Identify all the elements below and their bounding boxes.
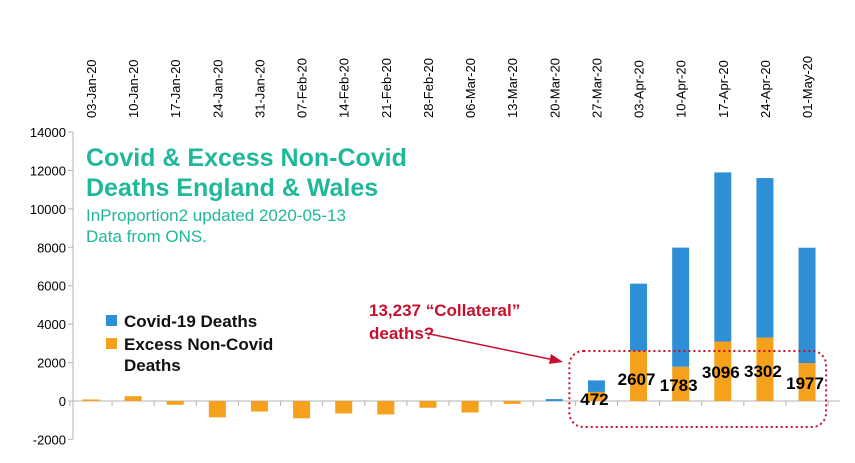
legend-item-excess: Excess Non-Covid Deaths (106, 334, 314, 376)
x-tick-label: 31-Jan-20 (252, 59, 267, 118)
x-tick-label: 06-Mar-20 (463, 58, 478, 118)
x-tick-label: 24-Jan-20 (210, 59, 225, 118)
x-tick-label: 13-Mar-20 (505, 58, 520, 118)
annotation-arrowhead (549, 354, 563, 364)
annotation-arrow-line (424, 332, 555, 361)
bar-excess (587, 391, 605, 401)
bar-covid (545, 399, 563, 401)
bar-covid (672, 247, 690, 367)
bar-excess (756, 337, 774, 401)
x-tick-label: 10-Jan-20 (126, 59, 141, 118)
data-label: 1783 (660, 376, 698, 395)
bars (82, 172, 816, 419)
x-tick-label: 21-Feb-20 (379, 58, 394, 118)
data-label: 3096 (702, 363, 740, 382)
y-tick-label: 8000 (37, 240, 66, 255)
bar-excess (82, 399, 100, 401)
bar-excess (377, 401, 395, 415)
y-tick-label: 0 (59, 394, 66, 409)
bar-excess (124, 396, 142, 401)
x-tick-label: 17-Apr-20 (716, 60, 731, 118)
legend-swatch-covid (106, 315, 117, 326)
chart-subtitle: InProportion2 updated 2020-05-13 Data fr… (86, 206, 346, 246)
y-tick-label: 12000 (30, 163, 66, 178)
legend-item-covid: Covid-19 Deaths (106, 311, 314, 332)
x-tick-label: 27-Mar-20 (589, 58, 604, 118)
bar-covid (798, 247, 816, 364)
bar-excess (798, 363, 816, 401)
y-tick-label: 6000 (37, 279, 66, 294)
bar-excess (672, 366, 690, 401)
bar-excess (208, 401, 226, 418)
data-label: 3302 (744, 362, 782, 381)
bar-covid (714, 172, 732, 342)
annotation-text: 13,237 “Collateral” deaths? (369, 301, 521, 343)
bar-excess (166, 401, 184, 405)
y-tick-labels: -2000 0 2000 4000 6000 8000 10000 12000 14000 (30, 125, 66, 447)
bar-excess (503, 401, 521, 404)
bar-excess (250, 401, 268, 412)
data-label: 1977 (786, 374, 824, 393)
bar-excess (335, 401, 353, 414)
data-label: 2607 (618, 370, 656, 389)
bar-excess (714, 341, 732, 401)
y-tick-label: 4000 (37, 317, 66, 332)
x-tick-label: 03-Apr-20 (632, 60, 647, 118)
bar-covid (756, 178, 774, 338)
bar-excess (461, 401, 479, 413)
bar-excess (630, 350, 648, 401)
y-tick-label: -2000 (33, 432, 66, 447)
annotation-shapes (424, 332, 828, 428)
x-tick-label: 10-Apr-20 (674, 60, 689, 118)
legend-swatch-excess (106, 338, 117, 349)
y-tick-label: 10000 (30, 202, 66, 217)
x-tick-labels: 03-Jan-20 10-Jan-20 17-Jan-20 24-Jan-20 31-J… (84, 56, 815, 118)
legend: Covid-19 Deaths Excess Non-Covid Deaths (106, 311, 314, 378)
bar-excess (293, 401, 311, 419)
x-tick-label: 17-Jan-20 (168, 59, 183, 118)
bar-covid (630, 283, 648, 351)
bar-excess (419, 401, 437, 408)
legend-label-excess: Excess Non-Covid Deaths (124, 335, 274, 375)
legend-label-covid: Covid-19 Deaths (124, 312, 258, 331)
x-tick-label: 28-Feb-20 (421, 58, 436, 118)
x-tick-label: 20-Mar-20 (547, 58, 562, 118)
axes (68, 131, 840, 440)
bar-covid (587, 380, 605, 392)
x-tick-label: 07-Feb-20 (295, 58, 310, 118)
x-tick-label: 14-Feb-20 (337, 58, 352, 118)
data-label: 472 (580, 390, 608, 409)
x-tick-label: 03-Jan-20 (84, 59, 99, 118)
y-tick-label: 14000 (30, 125, 66, 140)
x-tick-label: 24-Apr-20 (758, 60, 773, 118)
chart-title: Covid & Excess Non-Covid Deaths England … (86, 144, 407, 202)
x-tick-label: 01-May-20 (800, 56, 815, 118)
y-tick-label: 2000 (37, 356, 66, 371)
